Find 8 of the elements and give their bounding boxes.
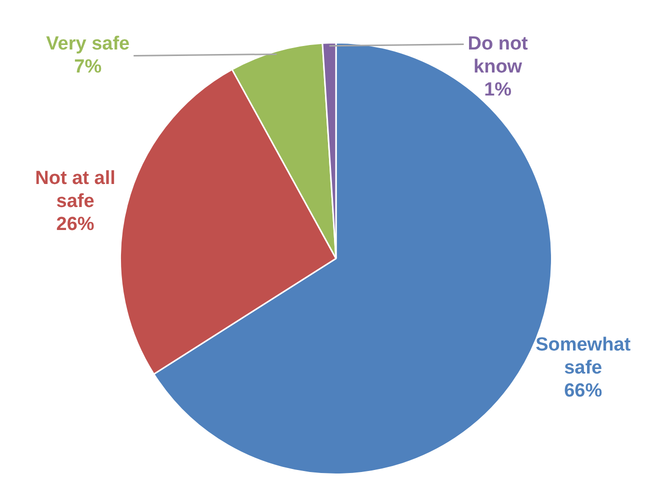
data-label: 26% bbox=[56, 214, 94, 236]
slice-label: Somewhat safe bbox=[536, 334, 632, 378]
data-label: 66% bbox=[564, 380, 602, 402]
slice-label: Do not know bbox=[468, 33, 529, 78]
slice-label: Very safe bbox=[46, 33, 130, 54]
slice-label: Not at all safe bbox=[35, 168, 116, 212]
data-label: 7% bbox=[74, 56, 102, 78]
data-label: 1% bbox=[484, 79, 512, 100]
